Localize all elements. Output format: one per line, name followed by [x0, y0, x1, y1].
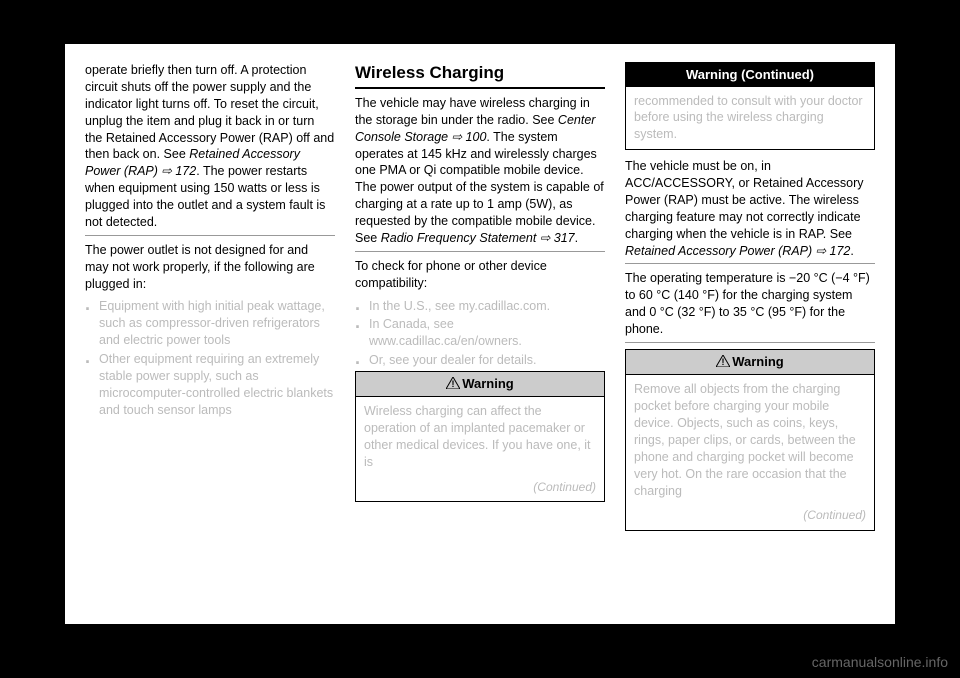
col1-bullet-2: Other equipment requiring an extremely s… [85, 351, 335, 419]
col1-bullets: Equipment with high initial peak wattage… [85, 298, 335, 418]
col3-warning-box: ! Warning Remove all objects from the ch… [625, 349, 875, 531]
col3-warning-header: ! Warning [626, 350, 874, 375]
warning-triangle-icon: ! [446, 376, 460, 394]
col3-cont-body: recommended to consult with your doctor … [626, 87, 874, 150]
col2-p1-c: . [575, 231, 578, 245]
svg-text:!: ! [722, 357, 725, 367]
col2-bullets: In the U.S., see my.cadillac.com. In Can… [355, 298, 605, 370]
col3-p1-link: Retained Accessory Power (RAP) ⇨ 172 [625, 244, 850, 258]
col3-continued: (Continued) [626, 505, 874, 529]
col2-p1-b: . The system operates at 145 kHz and wir… [355, 130, 604, 245]
col2-bullet-3: Or, see your dealer for details. [355, 352, 605, 369]
col2-p1-a: The vehicle may have wireless charging i… [355, 96, 590, 127]
col2-warning-header: ! Warning [356, 372, 604, 397]
column-1: operate briefly then turn off. A protect… [85, 62, 335, 606]
column-3: Warning (Continued) recommended to consu… [625, 62, 875, 606]
col2-warning-box: ! Warning Wireless charging can affect t… [355, 371, 605, 502]
col3-warning-title: Warning [732, 354, 784, 369]
col2-bullet-2: In Canada, see www.cadillac.ca/en/owners… [355, 316, 605, 350]
col3-warning-body: Remove all objects from the charging poc… [626, 375, 874, 505]
svg-text:!: ! [452, 379, 455, 389]
wireless-charging-title: Wireless Charging [355, 62, 605, 89]
col2-continued: (Continued) [356, 477, 604, 501]
columns-container: operate briefly then turn off. A protect… [65, 44, 895, 624]
col3-p1-a: The vehicle must be on, in ACC/ACCESSORY… [625, 159, 864, 241]
col2-para-1: The vehicle may have wireless charging i… [355, 95, 605, 252]
col3-cont-header: Warning (Continued) [626, 63, 874, 87]
col2-warning-title: Warning [462, 376, 514, 391]
watermark-text: carmanualsonline.info [812, 654, 948, 670]
manual-page: operate briefly then turn off. A protect… [65, 44, 895, 624]
warning-triangle-icon: ! [716, 354, 730, 372]
col2-p1-link2: Radio Frequency Statement ⇨ 317 [381, 231, 575, 245]
col3-para-2: The operating temperature is −20 °C (−4 … [625, 270, 875, 343]
col3-para-1: The vehicle must be on, in ACC/ACCESSORY… [625, 158, 875, 264]
col2-bullet-1: In the U.S., see my.cadillac.com. [355, 298, 605, 315]
col2-warning-body: Wireless charging can affect the operati… [356, 397, 604, 477]
col1-para-2: The power outlet is not designed for and… [85, 242, 335, 293]
col2-para-2: To check for phone or other device compa… [355, 258, 605, 292]
col1-bullet-1: Equipment with high initial peak wattage… [85, 298, 335, 349]
column-2: Wireless Charging The vehicle may have w… [355, 62, 605, 606]
col3-p1-b: . [850, 244, 853, 258]
col1-para-1: operate briefly then turn off. A protect… [85, 62, 335, 236]
col3-continued-box: Warning (Continued) recommended to consu… [625, 62, 875, 150]
